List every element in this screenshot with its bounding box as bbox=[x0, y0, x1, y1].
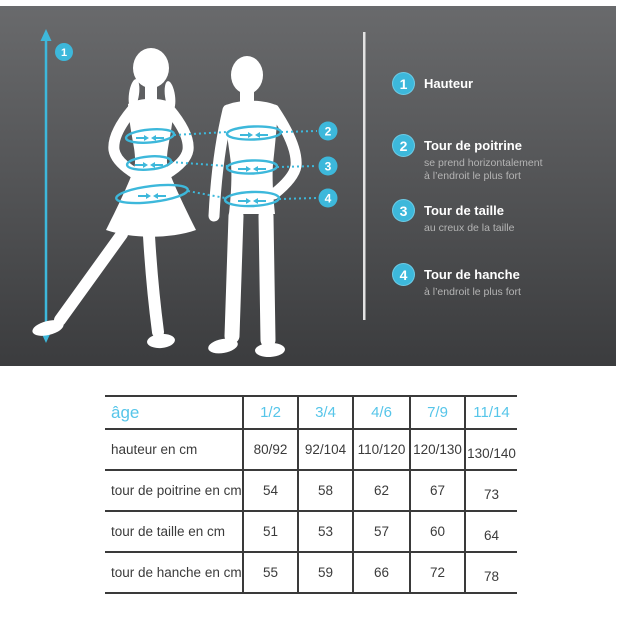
col-header-size-5: 11/14 bbox=[464, 395, 517, 429]
table-row-hauteur: hauteur en cm 80/92 92/104 110/120 120/1… bbox=[105, 428, 517, 470]
cell-value: 67 bbox=[409, 469, 465, 511]
svg-text:1: 1 bbox=[61, 47, 67, 59]
legend-item-poitrine: 2 Tour de poitrine se prend horizontalem… bbox=[392, 134, 543, 183]
cell-value: 80/92 bbox=[242, 428, 298, 470]
cell-value: 120/130 bbox=[409, 428, 465, 470]
marker-4-badge: 4 bbox=[318, 188, 338, 208]
legend-2-badge: 2 bbox=[392, 134, 415, 157]
cell-value: 92/104 bbox=[297, 428, 353, 470]
col-header-size-3: 4/6 bbox=[352, 395, 410, 429]
cell-value: 130/140 bbox=[464, 428, 517, 470]
measurement-ellipses bbox=[115, 125, 283, 208]
girl-chest-measure-ellipse bbox=[124, 127, 176, 145]
measurement-diagram-panel: 1 bbox=[0, 6, 616, 366]
legend-3-desc-line1: au creux de la taille bbox=[424, 222, 515, 234]
cell-value: 59 bbox=[297, 551, 353, 594]
legend-2-desc-line1: se prend horizontalement bbox=[424, 157, 543, 169]
marker-1-badge: 1 bbox=[55, 43, 73, 61]
table-row-hanche: tour de hanche en cm 55 59 66 72 78 bbox=[105, 551, 517, 594]
col-header-size-1: 1/2 bbox=[242, 395, 298, 429]
legend-4-badge: 4 bbox=[392, 263, 415, 286]
cell-value: 51 bbox=[242, 510, 298, 552]
cell-value: 60 bbox=[409, 510, 465, 552]
legend: 1 Hauteur 2 Tour de poitrine se prend ho… bbox=[392, 6, 607, 366]
legend-item-hanche: 4 Tour de hanche à l’endroit le plus for… bbox=[392, 263, 521, 299]
legend-item-hauteur: 1 Hauteur bbox=[392, 72, 473, 95]
col-header-size-4: 7/9 bbox=[409, 395, 465, 429]
girl-waist-measure-ellipse bbox=[125, 155, 173, 171]
row-label: tour de hanche en cm bbox=[105, 551, 243, 594]
legend-item-taille: 3 Tour de taille au creux de la taille bbox=[392, 199, 514, 235]
legend-4-desc-line1: à l’endroit le plus fort bbox=[424, 286, 521, 298]
col-header-size-2: 3/4 bbox=[297, 395, 353, 429]
row-label: hauteur en cm bbox=[105, 428, 243, 470]
legend-2-title: Tour de poitrine bbox=[424, 138, 522, 153]
boy-chest-measure-ellipse bbox=[225, 125, 283, 141]
cell-value: 78 bbox=[464, 551, 517, 594]
cell-value: 54 bbox=[242, 469, 298, 511]
legend-2-desc-line2: à l’endroit le plus fort bbox=[424, 170, 521, 182]
table-row-poitrine: tour de poitrine en cm 54 58 62 67 73 bbox=[105, 469, 517, 511]
cell-value: 62 bbox=[352, 469, 410, 511]
cell-value: 55 bbox=[242, 551, 298, 594]
height-arrow-icon bbox=[40, 29, 52, 343]
svg-text:4: 4 bbox=[325, 192, 332, 206]
legend-3-badge: 3 bbox=[392, 199, 415, 222]
cell-value: 110/120 bbox=[352, 428, 410, 470]
cell-value: 53 bbox=[297, 510, 353, 552]
measurement-diagram: 1 bbox=[32, 29, 366, 358]
row-label: tour de poitrine en cm bbox=[105, 469, 243, 511]
svg-text:3: 3 bbox=[325, 160, 332, 174]
marker-3-badge: 3 bbox=[318, 156, 338, 176]
legend-3-title: Tour de taille bbox=[424, 203, 504, 218]
marker-2-badge: 2 bbox=[318, 121, 338, 141]
table-header-row: âge 1/2 3/4 4/6 7/9 11/14 bbox=[105, 395, 517, 429]
legend-1-badge: 1 bbox=[392, 72, 415, 95]
cell-value: 66 bbox=[352, 551, 410, 594]
col-header-age: âge bbox=[105, 395, 243, 429]
cell-value: 57 bbox=[352, 510, 410, 552]
size-table: âge 1/2 3/4 4/6 7/9 11/14 hauteur en cm … bbox=[105, 395, 517, 594]
table-row-taille: tour de taille en cm 51 53 57 60 64 bbox=[105, 510, 517, 552]
legend-1-title: Hauteur bbox=[424, 76, 474, 91]
svg-text:2: 2 bbox=[325, 125, 332, 139]
measure-markers: 2 3 4 bbox=[318, 121, 338, 208]
dashed-connector-lines bbox=[170, 130, 318, 200]
cell-value: 73 bbox=[464, 469, 517, 511]
cell-value: 64 bbox=[464, 510, 517, 552]
legend-4-title: Tour de hanche bbox=[424, 267, 520, 282]
row-label: tour de taille en cm bbox=[105, 510, 243, 552]
girl-hip-measure-ellipse bbox=[115, 183, 189, 205]
divider-line bbox=[363, 32, 366, 320]
cell-value: 58 bbox=[297, 469, 353, 511]
cell-value: 72 bbox=[409, 551, 465, 594]
